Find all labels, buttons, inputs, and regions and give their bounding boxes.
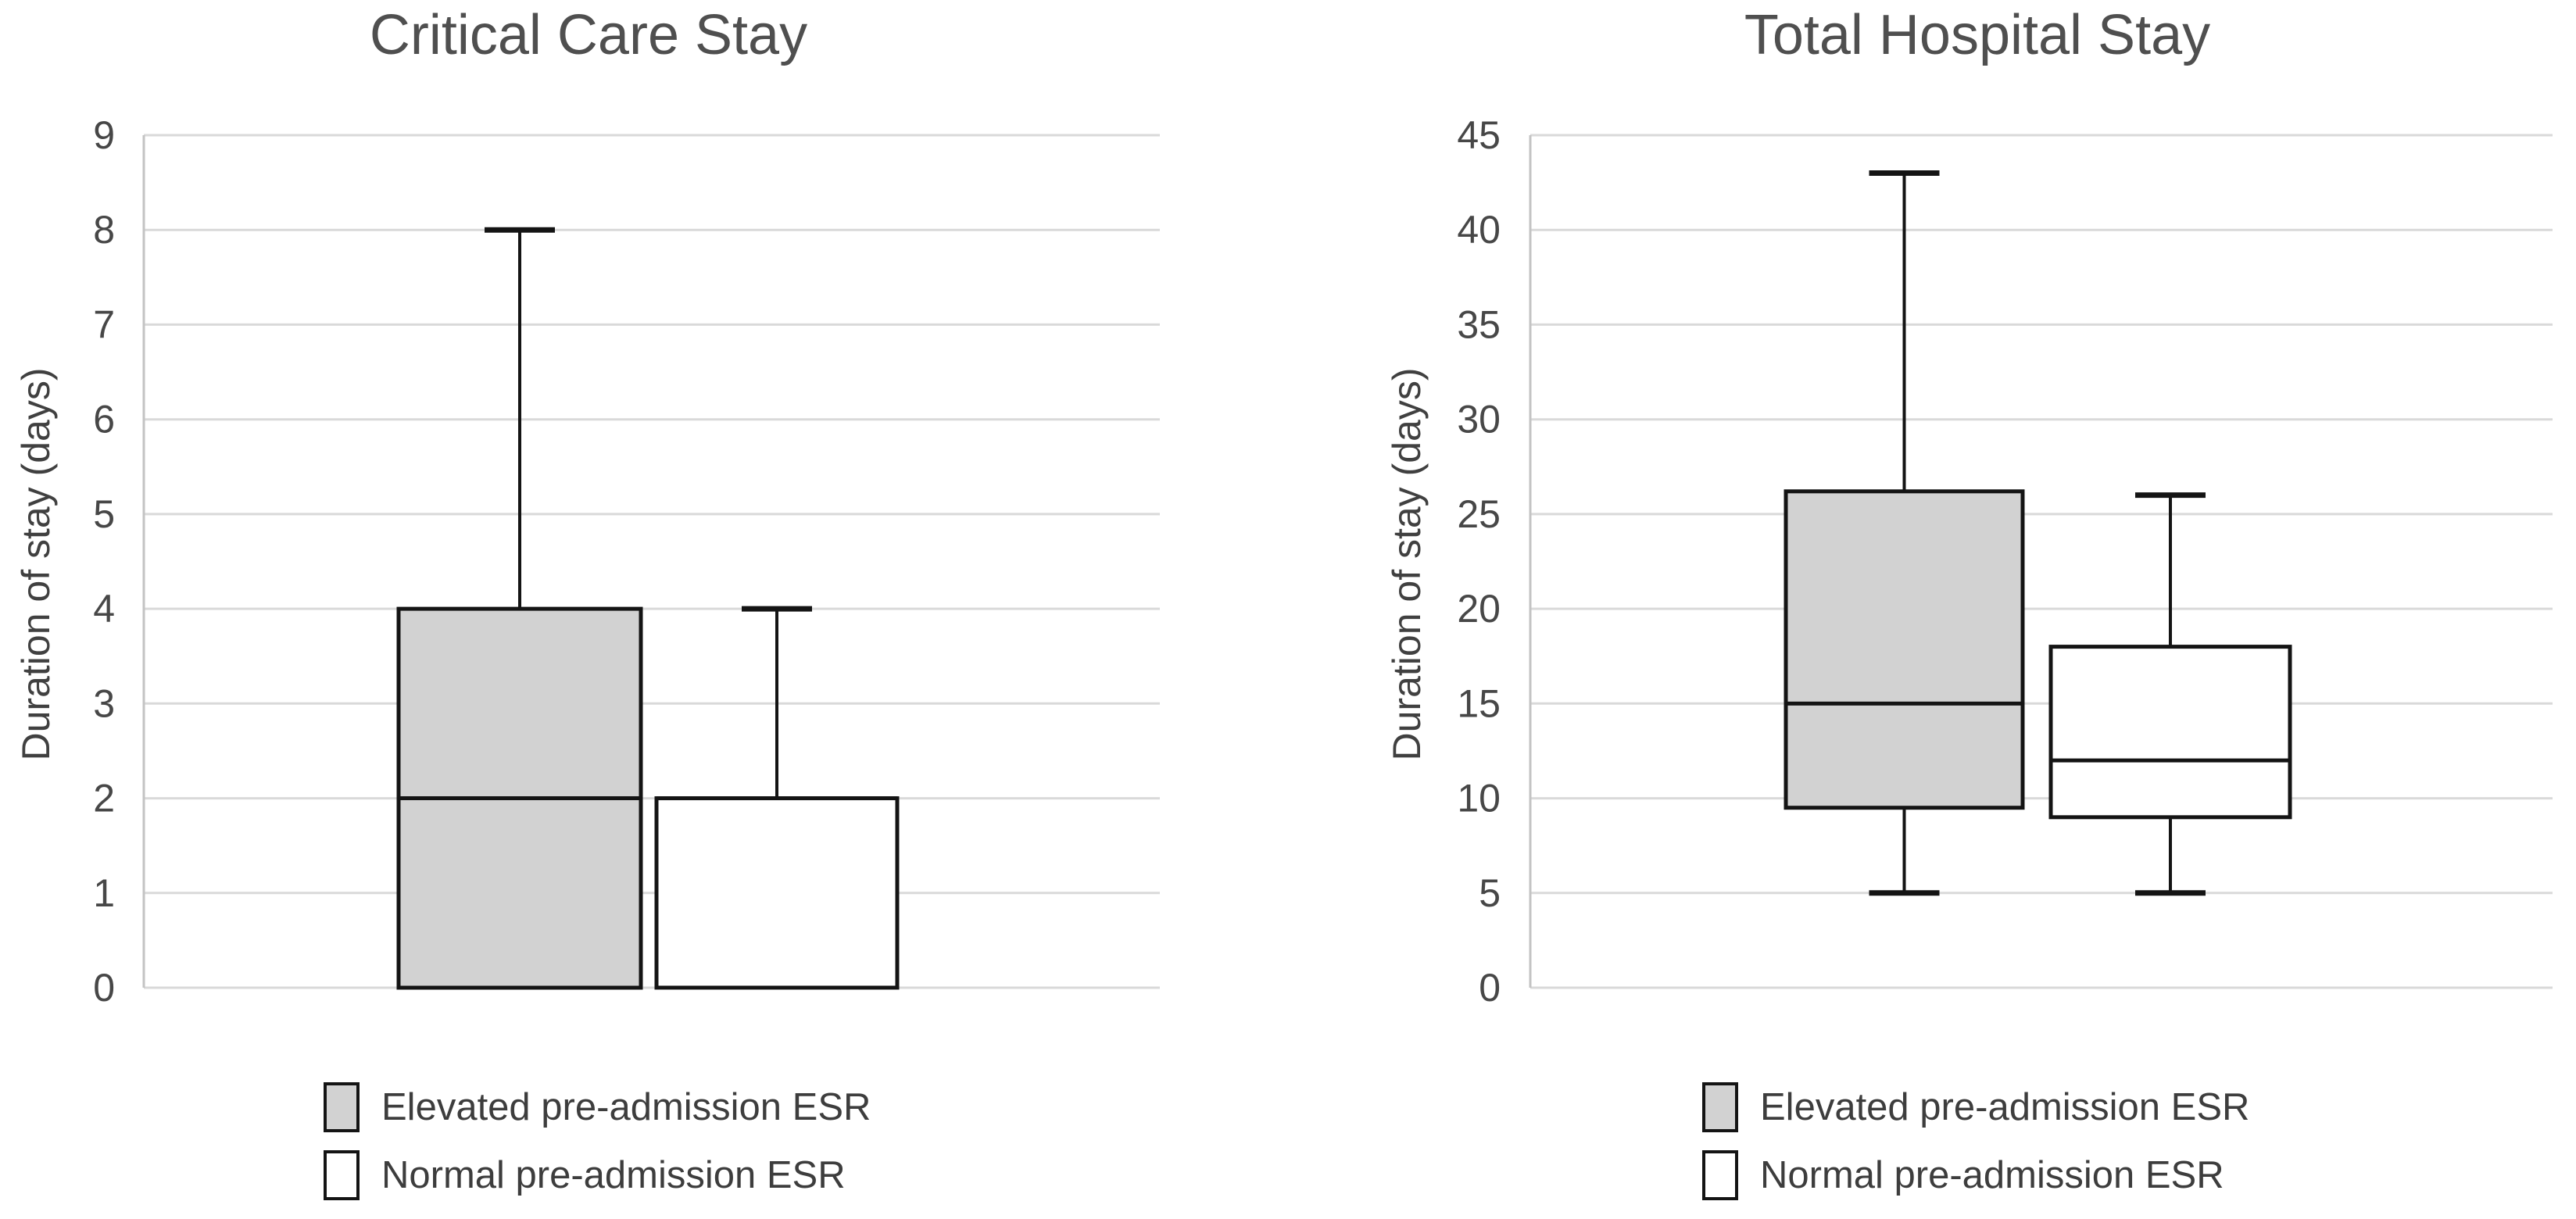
chart-title-total-hospital: Total Hospital Stay (1744, 4, 2211, 66)
legend-label-normal: Normal pre-admission ESR (381, 1154, 846, 1196)
y-tick-label: 20 (1457, 587, 1501, 631)
y-tick-label: 5 (1479, 871, 1501, 915)
y-tick-label: 35 (1457, 302, 1501, 346)
legend-swatch-elevated (1702, 1082, 1738, 1132)
legend-item-normal: Normal pre-admission ESR (1702, 1149, 2249, 1201)
plot-area-critical-care: 0 1 2 3 4 5 6 7 8 9 (93, 113, 1160, 1010)
legend-label-elevated: Elevated pre-admission ESR (1760, 1086, 2250, 1128)
y-tick-label: 9 (93, 113, 115, 157)
legend-critical-care: Elevated pre-admission ESR Normal pre-ad… (324, 1081, 871, 1217)
y-tick-label: 7 (93, 302, 115, 346)
legend-swatch-normal (1702, 1150, 1738, 1200)
y-tick-label: 6 (93, 398, 115, 441)
legend-item-normal: Normal pre-admission ESR (324, 1149, 871, 1201)
y-tick-label: 45 (1457, 113, 1501, 157)
y-tick-label: 3 (93, 681, 115, 725)
legend-total-hospital: Elevated pre-admission ESR Normal pre-ad… (1702, 1081, 2249, 1217)
y-tick-label: 0 (93, 966, 115, 1010)
y-tick-label: 15 (1457, 681, 1501, 725)
plot-area-total-hospital: 0 5 10 15 20 25 30 35 40 45 (1457, 113, 2553, 1010)
y-tick-label: 4 (93, 587, 115, 631)
y-tick-label: 25 (1457, 492, 1501, 536)
legend-swatch-normal (324, 1150, 360, 1200)
y-tick-label: 2 (93, 777, 115, 820)
box-normal (654, 796, 900, 990)
box-normal (2048, 645, 2292, 820)
box-elevated (1784, 489, 2025, 810)
y-tick-label: 0 (1479, 966, 1501, 1010)
chart-title-critical-care: Critical Care Stay (369, 4, 808, 66)
y-tick-label: 10 (1457, 777, 1501, 820)
legend-item-elevated: Elevated pre-admission ESR (1702, 1081, 2249, 1133)
legend-item-elevated: Elevated pre-admission ESR (324, 1081, 871, 1133)
y-tick-label: 1 (93, 871, 115, 915)
y-tick-label: 40 (1457, 208, 1501, 252)
legend-label-normal: Normal pre-admission ESR (1760, 1154, 2224, 1196)
y-tick-label: 5 (93, 492, 115, 536)
legend-label-elevated: Elevated pre-admission ESR (381, 1086, 871, 1128)
legend-swatch-elevated (324, 1082, 360, 1132)
y-tick-label: 8 (93, 208, 115, 252)
y-tick-label: 30 (1457, 398, 1501, 441)
